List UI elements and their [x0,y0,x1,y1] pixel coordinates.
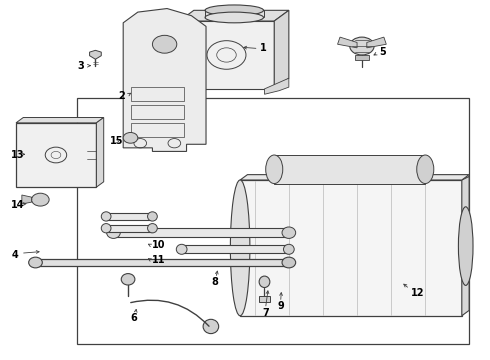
Polygon shape [179,10,289,21]
Ellipse shape [266,155,283,184]
Circle shape [350,37,374,55]
Circle shape [123,132,138,143]
Polygon shape [16,117,104,123]
Ellipse shape [107,227,120,238]
Polygon shape [106,225,152,232]
Ellipse shape [459,207,473,285]
Ellipse shape [176,244,187,254]
Ellipse shape [101,224,111,233]
Ellipse shape [205,12,264,23]
Polygon shape [106,213,152,220]
Polygon shape [90,50,101,59]
Text: 13: 13 [11,150,24,160]
Text: 14: 14 [11,200,24,210]
Polygon shape [259,296,270,302]
Text: 9: 9 [278,301,284,311]
Polygon shape [123,9,206,152]
Ellipse shape [282,257,295,268]
Ellipse shape [29,257,42,268]
Polygon shape [22,195,31,204]
Ellipse shape [205,5,264,16]
Polygon shape [35,258,289,266]
Polygon shape [179,21,274,89]
Ellipse shape [417,155,434,184]
Circle shape [152,35,177,53]
Ellipse shape [259,276,270,288]
Polygon shape [240,180,462,316]
Polygon shape [355,55,369,60]
Ellipse shape [147,212,157,221]
Ellipse shape [230,180,250,316]
Ellipse shape [203,319,219,334]
Text: 3: 3 [77,61,84,71]
Polygon shape [462,176,469,316]
Polygon shape [97,117,104,187]
Text: 2: 2 [118,91,125,101]
Polygon shape [274,10,289,89]
Polygon shape [240,175,469,180]
Ellipse shape [147,224,157,233]
Polygon shape [114,228,289,237]
Polygon shape [265,78,289,94]
Ellipse shape [101,212,111,221]
Text: 5: 5 [379,47,386,57]
Polygon shape [367,37,386,48]
Polygon shape [274,155,425,184]
Text: 15: 15 [110,136,123,146]
Text: 10: 10 [152,240,166,250]
Ellipse shape [121,274,135,285]
Polygon shape [16,123,97,187]
Polygon shape [182,245,289,253]
Ellipse shape [282,227,295,238]
Text: 8: 8 [211,277,218,287]
Text: 7: 7 [262,308,269,318]
Circle shape [31,193,49,206]
Ellipse shape [284,244,294,254]
Text: 6: 6 [130,312,137,323]
Text: 11: 11 [152,255,166,265]
Polygon shape [338,37,357,48]
Text: 1: 1 [260,43,267,53]
Text: 12: 12 [411,288,424,297]
Text: 4: 4 [11,250,18,260]
